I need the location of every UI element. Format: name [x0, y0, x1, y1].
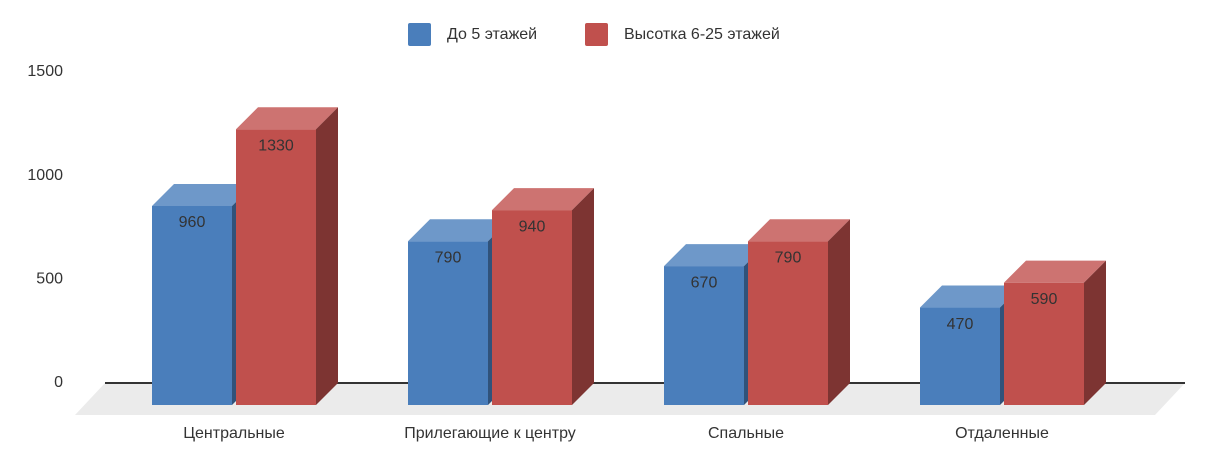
floor	[75, 383, 1185, 415]
legend-label: Высотка 6-25 этажей	[624, 26, 780, 43]
bar-top	[1004, 260, 1106, 283]
bar	[1004, 282, 1084, 405]
value-label: 790	[435, 249, 462, 266]
legend-swatch	[585, 23, 608, 46]
bar	[408, 241, 488, 405]
legend-swatch	[408, 23, 431, 46]
bar-side	[1084, 260, 1106, 405]
bar-top	[152, 183, 254, 206]
x-tick-label: Отдаленные	[955, 425, 1049, 442]
bar-top	[492, 188, 594, 211]
value-label: 940	[519, 218, 546, 235]
value-label: 1330	[258, 137, 294, 154]
y-tick-label: 500	[36, 271, 63, 288]
y-tick-label: 1500	[27, 63, 63, 80]
bar-top	[236, 107, 338, 130]
y-tick-label: 0	[54, 374, 63, 391]
bar-top	[664, 244, 766, 267]
value-label: 790	[775, 249, 802, 266]
value-label: 960	[179, 214, 206, 231]
bar-top	[408, 219, 510, 242]
value-label: 590	[1031, 291, 1058, 308]
bar-side	[316, 107, 338, 405]
y-tick-label: 1000	[27, 167, 63, 184]
x-tick-label: Центральные	[183, 425, 285, 442]
bar-side	[572, 188, 594, 405]
value-label: 470	[947, 316, 974, 333]
x-tick-label: Спальные	[708, 425, 784, 442]
bar	[236, 129, 316, 405]
bar	[152, 205, 232, 405]
bar	[748, 241, 828, 405]
x-tick-label: Прилегающие к центру	[404, 425, 576, 442]
bar-top	[920, 285, 1022, 308]
value-label: 670	[691, 274, 718, 291]
bar	[492, 210, 572, 405]
legend-label: До 5 этажей	[447, 26, 537, 43]
bar	[920, 307, 1000, 405]
bar-side	[828, 219, 850, 405]
bar-top	[748, 219, 850, 242]
bar	[664, 266, 744, 405]
